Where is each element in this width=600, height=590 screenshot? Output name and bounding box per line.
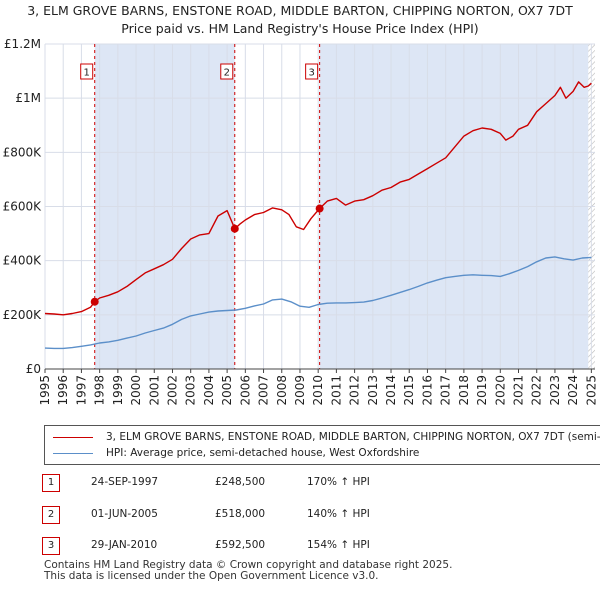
x-tick-label: 1997 [74,375,88,406]
x-tick-label: 2025 [584,375,598,406]
x-tick-label: 2006 [238,375,252,406]
chart-title: 3, ELM GROVE BARNS, ENSTONE ROAD, MIDDLE… [27,3,573,18]
y-tick-label: £200K [3,308,43,322]
x-tick-label: 2000 [129,375,143,406]
x-tick-label: 2008 [275,375,289,406]
legend-label-hpi: HPI: Average price, semi-detached house,… [106,447,420,459]
footer-licence: This data is licensed under the Open Gov… [44,570,379,582]
sale-hpi-change: 154% ↑ HPI [307,539,370,551]
x-tick-label: 1995 [38,375,52,406]
x-tick-label: 2013 [366,375,380,406]
table-row: 1 24-SEP-1997 £248,500 170% ↑ HPI [42,474,442,492]
x-tick-label: 2005 [220,375,234,406]
x-tick-label: 1996 [56,375,70,406]
sale-point [315,204,324,213]
sale-price: £518,000 [215,508,266,520]
sale-number-badge: 2 [42,506,60,524]
sale-label-number: 2 [224,68,230,79]
y-tick-label: £1M [15,91,41,105]
x-tick-label: 2022 [530,375,544,406]
sale-point [90,297,99,306]
sale-date: 29-JAN-2010 [91,539,158,551]
x-tick-label: 2024 [566,375,580,406]
legend-line-hpi [53,452,93,454]
x-tick-label: 2014 [384,375,398,406]
sale-date: 01-JUN-2005 [91,508,158,520]
table-row: 3 29-JAN-2010 £592,500 154% ↑ HPI [42,537,442,555]
x-tick-label: 2004 [202,375,216,406]
x-tick-label: 2003 [184,375,198,406]
x-tick-label: 2016 [420,375,434,406]
x-tick-label: 2017 [439,375,453,406]
y-tick-label: £0 [26,362,41,376]
legend-line-property [53,436,93,438]
sale-point [230,224,239,233]
legend-label-property: 3, ELM GROVE BARNS, ENSTONE ROAD, MIDDLE… [106,431,600,443]
x-tick-label: 2009 [293,375,307,406]
y-tick-label: £400K [3,254,43,268]
sale-hpi-change: 140% ↑ HPI [307,508,370,520]
sale-date: 24-SEP-1997 [91,476,159,488]
hpi-line [45,256,592,350]
legend-item-property: 3, ELM GROVE BARNS, ENSTONE ROAD, MIDDLE… [53,429,600,445]
y-tick-label: £1.2M [4,37,41,51]
chart-subtitle: Price paid vs. HM Land Registry's House … [121,21,478,36]
x-tick-label: 2015 [402,375,416,406]
sale-label-number: 3 [308,68,314,79]
x-tick-label: 1998 [93,375,107,406]
sale-label-box [305,63,319,80]
x-tick-label: 2007 [257,375,271,406]
x-tick-label: 2023 [548,375,562,406]
y-tick-label: £600K [3,200,43,214]
x-tick-label: 2020 [493,375,507,406]
sale-label-box [80,63,94,80]
legend-item-hpi: HPI: Average price, semi-detached house,… [53,445,419,461]
sale-label-box [220,63,234,80]
x-tick-label: 2018 [457,375,471,406]
price-chart: 3, ELM GROVE BARNS, ENSTONE ROAD, MIDDLE… [3,3,599,406]
sale-price: £248,500 [215,476,266,488]
x-tick-label: 2010 [311,375,325,406]
property-price-line [45,81,592,316]
chart-legend: 3, ELM GROVE BARNS, ENSTONE ROAD, MIDDLE… [44,425,600,465]
y-tick-label: £800K [3,145,43,159]
x-tick-label: 1999 [111,375,125,406]
footer-copyright: Contains HM Land Registry data © Crown c… [44,559,453,571]
sale-number-badge: 3 [42,537,60,555]
sale-price: £592,500 [215,539,266,551]
table-row: 2 01-JUN-2005 £518,000 140% ↑ HPI [42,506,442,524]
sale-hpi-change: 170% ↑ HPI [307,476,370,488]
sale-label-number: 1 [84,68,90,79]
x-tick-label: 2021 [512,375,526,406]
sale-number-badge: 1 [42,474,60,492]
x-tick-label: 2002 [165,375,179,406]
x-tick-label: 2012 [348,375,362,406]
x-tick-label: 2011 [329,375,343,406]
x-tick-label: 2001 [147,375,161,406]
footer-attribution: Contains HM Land Registry data © Crown c… [44,560,452,582]
x-tick-label: 2019 [475,375,489,406]
